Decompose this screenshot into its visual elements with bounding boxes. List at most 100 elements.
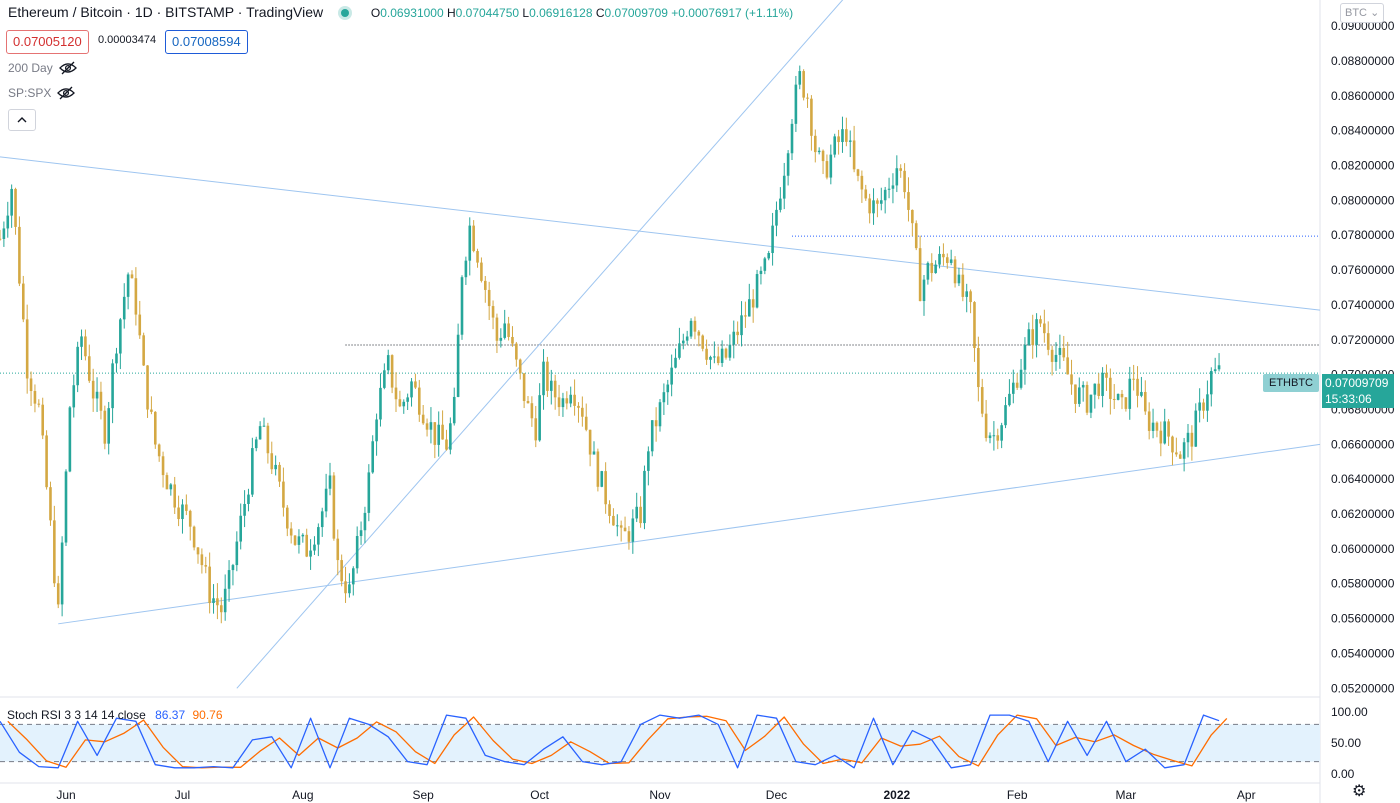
candle-body <box>751 299 755 308</box>
candle-body <box>344 581 347 594</box>
low-label: L <box>522 6 530 20</box>
candle-body <box>1143 391 1147 412</box>
candle-body <box>588 429 592 455</box>
candle-body <box>546 361 549 391</box>
candle-body <box>251 448 254 495</box>
candle-body <box>216 598 219 606</box>
indicator-spx[interactable]: SP:SPX <box>8 86 76 100</box>
candle-body <box>759 270 763 275</box>
symbol-title[interactable]: Ethereum / Bitcoin · 1D · BITSTAMP · Tra… <box>8 4 324 20</box>
candle-body <box>41 404 45 436</box>
candle-body <box>1112 398 1116 400</box>
candle-body <box>153 411 157 445</box>
candle-body <box>953 259 957 284</box>
candle-body <box>45 435 48 488</box>
candle-body <box>549 380 553 391</box>
candle-body <box>204 565 208 567</box>
candle-body <box>650 420 654 452</box>
change-value: +0.00076917 (+1.11%) <box>671 6 794 20</box>
candle-body <box>126 274 130 297</box>
candle-body <box>68 407 72 472</box>
price-axis-label: 0.06000000 <box>1331 542 1395 556</box>
candle-body <box>569 394 573 404</box>
indicator-label: SP:SPX <box>8 86 52 100</box>
candle-body <box>142 335 145 366</box>
candle-body <box>196 547 200 555</box>
candle-body <box>1151 422 1155 431</box>
stoch-rsi-legend[interactable]: Stoch RSI 3 3 14 14 close 86.37 90.76 <box>7 708 223 722</box>
time-axis-label: Feb <box>1007 788 1028 802</box>
candle-body <box>852 140 856 170</box>
time-axis-label: Dec <box>766 788 787 802</box>
candle-body <box>763 258 767 271</box>
candle-body <box>647 451 650 471</box>
candle-body <box>1039 319 1042 324</box>
candle-body <box>914 223 918 249</box>
candle-body <box>161 456 165 476</box>
candle-body <box>1186 432 1190 443</box>
collapse-legend-button[interactable] <box>8 109 36 131</box>
stoch-axis-label: 0.00 <box>1331 767 1355 781</box>
candle-body <box>383 370 386 388</box>
eye-hidden-icon[interactable] <box>58 61 77 75</box>
candle-body <box>1202 402 1205 411</box>
candle-body <box>10 188 13 216</box>
candle-body <box>697 331 701 336</box>
candle-body <box>394 387 398 400</box>
price-axis-label: 0.07600000 <box>1331 263 1395 277</box>
candle-body <box>99 391 103 411</box>
candle-body <box>619 525 623 528</box>
price-axis-label: 0.07200000 <box>1331 333 1395 347</box>
candle-body <box>414 381 417 388</box>
sell-price-button[interactable]: 0.07005120 <box>6 30 89 54</box>
candle-body <box>1190 432 1194 447</box>
candle-body <box>965 291 969 297</box>
price-axis-label: 0.08600000 <box>1331 89 1395 103</box>
trendline <box>0 156 1321 311</box>
candle-body <box>1194 410 1198 447</box>
candle-body <box>864 189 868 199</box>
candle-body <box>984 413 988 439</box>
stoch-axis-label: 50.00 <box>1331 736 1361 750</box>
indicator-label: 200 Day <box>8 61 53 75</box>
currency-dropdown[interactable]: BTC ⌄ <box>1340 3 1385 23</box>
trendline <box>236 0 844 689</box>
candle-body <box>258 426 262 440</box>
candle-body <box>95 391 99 399</box>
candle-body <box>934 264 937 274</box>
candle-body <box>557 397 561 408</box>
candle-body <box>134 278 138 315</box>
candle-body <box>918 248 922 302</box>
gear-icon[interactable]: ⚙ <box>1352 783 1367 800</box>
candle-body <box>468 225 472 261</box>
candle-body <box>627 531 631 542</box>
candle-body <box>445 439 448 450</box>
candle-body <box>732 331 736 345</box>
time-axis-label: Sep <box>412 788 434 802</box>
candle-body <box>441 424 444 440</box>
candle-body <box>309 550 312 557</box>
candle-body <box>1206 394 1209 411</box>
close-label: C <box>595 6 605 20</box>
indicator-200day[interactable]: 200 Day <box>8 61 77 75</box>
candle-body <box>938 253 941 265</box>
candle-body <box>790 123 794 154</box>
candle-body <box>592 451 596 455</box>
candle-body <box>584 416 588 430</box>
candle-body <box>219 605 223 613</box>
candle-body <box>678 343 681 358</box>
candle-body <box>274 464 277 470</box>
candle-body <box>1109 377 1112 399</box>
candle-body <box>841 129 844 143</box>
eye-hidden-icon[interactable] <box>57 86 76 100</box>
candle-body <box>565 398 569 404</box>
candle-body <box>658 402 662 427</box>
buy-price-button[interactable]: 0.07008594 <box>165 30 248 54</box>
candle-body <box>643 470 646 524</box>
candle-body <box>460 277 464 335</box>
candle-body <box>961 274 965 297</box>
candle-body <box>530 403 534 419</box>
candle-body <box>736 331 739 336</box>
